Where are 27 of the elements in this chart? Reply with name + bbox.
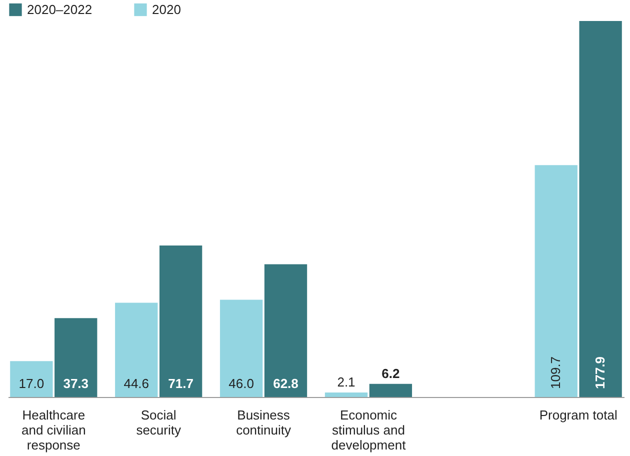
bar — [324, 392, 368, 397]
bar — [115, 302, 158, 397]
legend-label: 2020–2022 — [27, 2, 92, 17]
bar — [264, 264, 308, 397]
data-label: 2.1 — [337, 374, 356, 390]
x-tick-label: Program total — [539, 408, 618, 422]
x-tick-label: Business continuity — [236, 408, 292, 438]
bar — [220, 300, 263, 397]
data-label: 177.9 — [592, 356, 608, 389]
bar — [10, 361, 53, 397]
data-label: 71.7 — [168, 376, 194, 391]
data-label: 6.2 — [382, 366, 400, 381]
x-tick-label: Social security — [136, 408, 182, 438]
data-label: 44.6 — [124, 376, 150, 391]
x-tick-label: Economic stimulus and development — [331, 408, 406, 452]
legend-label: 2020 — [152, 2, 181, 17]
bar — [54, 318, 98, 397]
bar — [369, 384, 412, 397]
bar — [579, 21, 622, 397]
x-tick-label: Healthcare and civilian response — [21, 408, 86, 452]
data-label: 37.3 — [63, 376, 89, 391]
bar — [159, 245, 202, 397]
data-label: 46.0 — [228, 376, 254, 391]
data-label: 17.0 — [18, 376, 44, 391]
data-label: 109.7 — [548, 356, 564, 389]
bar — [534, 165, 578, 397]
data-label: 62.8 — [273, 376, 298, 391]
